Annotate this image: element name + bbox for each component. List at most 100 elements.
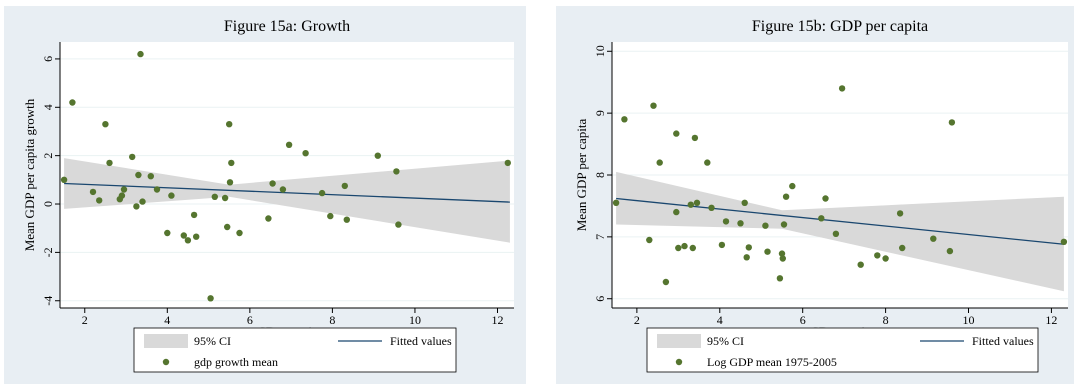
scatter-point [285,141,293,148]
scatter-point [236,229,243,237]
y-tick-label: 6 [593,296,607,302]
legend-point-swatch [162,358,170,366]
scatter-point [874,252,881,259]
y-tick-label: 0 [41,201,55,207]
scatter-point [135,171,142,179]
legend-points-label: gdp growth mean [194,355,278,369]
scatter-point [96,197,103,204]
y-tick-label: 4 [41,104,55,110]
scatter-point [139,198,146,205]
y-tick-label: -2 [41,247,55,257]
scatter-point [896,210,904,217]
scatter-point [838,85,846,92]
x-tick-label: 2 [82,313,88,327]
scatter-point [318,189,326,197]
scatter-point [226,179,234,186]
scatter-point [612,199,620,206]
scatter-point [778,250,786,257]
scatter-point [190,211,198,219]
legend-ci-swatch [144,334,188,348]
scatter-point [504,159,511,167]
scatter-point [782,193,790,200]
x-tick-label: 8 [883,313,889,327]
scatter-point [133,203,140,210]
scatter-point [69,99,76,106]
legend-point-swatch [675,358,683,366]
scatter-point [779,255,786,262]
scatter-point [302,150,309,157]
scatter-point [762,222,769,229]
scatter-point [718,241,726,249]
legend-points-label: Log GDP mean 1975-2005 [707,355,837,369]
scatter-point [737,220,744,227]
scatter-point [743,254,750,261]
legend-ci-label: 95% CI [707,334,744,348]
legend-box [646,327,1039,373]
scatter-point [882,255,889,262]
scatter-point [269,180,276,187]
scatter-point [137,50,144,58]
scatter-point [153,186,161,193]
y-tick-label: 6 [41,56,55,62]
scatter-point [343,216,350,223]
scatter-point [681,242,688,250]
y-tick-label: 8 [593,172,607,178]
scatter-point [899,244,906,252]
scatter-point [693,199,701,206]
legend-ci-swatch [657,334,701,348]
x-tick-label: 6 [247,313,253,327]
scatter-point [656,159,663,166]
y-axis-title: Mean GDP per capita [574,119,589,232]
y-tick-label: 9 [593,110,607,116]
scatter-point [265,215,272,222]
y-axis-title: Mean GDP per capita growth [22,98,37,251]
scatter-point [89,188,97,196]
scatter-point [675,244,682,252]
scatter-point [673,208,680,216]
scatter-point [708,204,715,211]
scatter-point [818,215,825,222]
scatter-point [279,186,287,193]
y-tick-label: 10 [593,45,607,57]
scatter-point [129,153,136,161]
scatter-point [822,195,829,202]
x-tick-label: 10 [963,313,975,327]
scatter-point [946,247,954,255]
x-tick-label: 6 [800,313,806,327]
scatter-point [180,232,187,239]
scatter-point [689,244,696,252]
scatter-point [687,201,694,208]
scatter-point [789,182,796,190]
chart-title: Figure 15a: Growth [224,18,350,35]
chart-title: Figure 15b: GDP per capita [752,18,928,35]
x-tick-label: 8 [329,313,335,327]
scatter-point [341,182,348,190]
scatter-point [1060,238,1068,245]
x-tick-label: 4 [717,313,723,327]
scatter-point [102,121,109,128]
confidence-band [616,171,1064,292]
scatter-point [646,236,653,244]
scatter-point [207,295,214,302]
scatter-point [228,159,235,167]
scatter-point [327,212,334,220]
legend-fit-label: Fitted values [390,334,452,348]
scatter-point [857,261,864,268]
scatter-point [780,221,788,228]
scatter-point [691,134,699,142]
scatter-point [168,192,175,199]
scatter-point [120,186,128,193]
chart-panel-2: Figure 15b: GDP per capita 2 4 6 8 10 12 6 7 8 9 10… [556,6,1074,384]
scatter-point [704,159,711,166]
scatter-point [147,173,154,180]
x-tick-label: 2 [634,313,640,327]
legend-fit-label: Fitted values [972,334,1034,348]
scatter-point [211,193,218,200]
scatter-point [395,221,402,228]
scatter-point [948,119,956,126]
scatter-point [745,244,752,251]
y-tick-label: -4 [41,296,55,306]
scatter-point [930,235,937,242]
